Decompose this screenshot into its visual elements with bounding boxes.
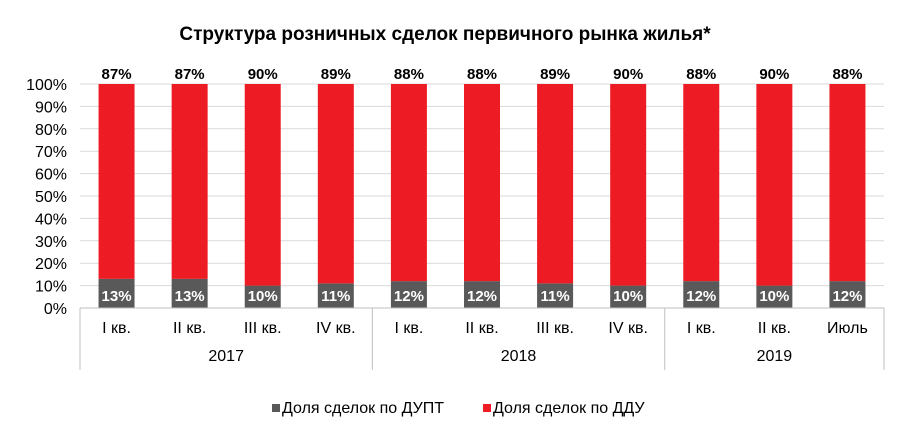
data-label-dupt: 12%	[467, 288, 497, 305]
data-label-ddu: 90%	[759, 66, 789, 83]
y-tick-label: 0%	[44, 301, 67, 318]
y-tick-label: 90%	[35, 99, 67, 116]
bar-dupt	[98, 278, 135, 308]
y-tick-label: 10%	[35, 279, 67, 296]
bar-dupt	[756, 285, 793, 308]
data-label-ddu: 90%	[613, 66, 643, 83]
bar-ddu	[317, 84, 354, 284]
x-group-label: 2017	[208, 348, 244, 365]
data-label-dupt: 12%	[394, 288, 424, 305]
bar-ddu	[390, 84, 427, 282]
x-group-label: 2018	[501, 348, 537, 365]
legend-item-dupt-swatch	[272, 404, 280, 412]
data-label-ddu: 87%	[102, 66, 132, 83]
y-axis: 0% 10% 20% 30% 40% 50% 60% 70% 80% 90% 100%	[26, 77, 67, 318]
bar-ddu	[829, 84, 866, 282]
y-tick-label: 70%	[35, 144, 67, 161]
data-label-ddu: 88%	[832, 66, 862, 83]
x-category-label: Июль	[827, 320, 868, 337]
y-tick-label: 60%	[35, 167, 67, 184]
x-category-label: IV кв.	[608, 320, 648, 337]
x-group-label: 2019	[757, 348, 793, 365]
data-label-dupt: 11%	[540, 288, 569, 305]
x-category-label: II кв.	[758, 320, 791, 337]
data-label-dupt: 10%	[759, 288, 789, 305]
x-category-label: III кв.	[536, 320, 574, 337]
y-tick-label: 80%	[35, 122, 67, 139]
legend-item-ddu-label: Доля сделок по ДДУ	[493, 400, 645, 417]
data-label-dupt: 12%	[832, 288, 862, 305]
data-label-dupt: 11%	[321, 288, 350, 305]
data-label-ddu: 88%	[467, 66, 497, 83]
y-tick-label: 20%	[35, 256, 67, 273]
data-label-ddu: 88%	[394, 66, 424, 83]
data-label-ddu: 89%	[321, 66, 351, 83]
x-category-label: I кв.	[102, 320, 131, 337]
y-tick-label: 40%	[35, 211, 67, 228]
x-category-label: IV кв.	[316, 320, 356, 337]
data-label-dupt: 13%	[102, 288, 132, 305]
bar-ddu	[244, 84, 281, 286]
data-label-dupt: 10%	[248, 288, 278, 305]
bar-dupt	[317, 283, 354, 308]
bar-ddu	[756, 84, 793, 286]
data-label-ddu: 87%	[175, 66, 205, 83]
data-label-dupt: 10%	[613, 288, 643, 305]
data-label-ddu: 90%	[248, 66, 278, 83]
data-label-dupt: 13%	[175, 288, 205, 305]
bar-dupt	[537, 283, 574, 308]
data-label-dupt: 12%	[686, 288, 716, 305]
bar-dupt	[683, 281, 720, 308]
legend-item-ddu-swatch	[483, 404, 491, 412]
legend: Доля сделок по ДУПТ Доля сделок по ДДУ	[272, 400, 645, 417]
bar-dupt	[390, 281, 427, 308]
y-tick-label: 50%	[35, 189, 67, 206]
bar-dupt	[610, 285, 647, 308]
data-label-ddu: 89%	[540, 66, 570, 83]
bar-ddu	[683, 84, 720, 282]
x-category-label: I кв.	[687, 320, 716, 337]
x-axis: I кв. II кв. III кв. IV кв. I кв. II кв. III к…	[79, 307, 885, 370]
bar-dupt	[464, 281, 500, 308]
bar-dupt	[829, 281, 866, 308]
bars: 13% 87% 13% 87% 10% 90% 11% 89% 12% 88% 12% 88% 11% 8…	[98, 66, 866, 308]
x-category-label: I кв.	[394, 320, 423, 337]
bar-ddu	[537, 84, 574, 284]
x-category-label: III кв.	[244, 320, 282, 337]
bar-dupt	[244, 285, 281, 308]
chart-title: Структура розничных сделок первичного ры…	[179, 24, 711, 45]
data-label-ddu: 88%	[686, 66, 716, 83]
legend-item-dupt-label: Доля сделок по ДУПТ	[282, 400, 444, 417]
y-tick-label: 100%	[26, 77, 67, 94]
x-category-label: II кв.	[465, 320, 498, 337]
bar-ddu	[98, 84, 135, 279]
bar-ddu	[464, 84, 500, 282]
x-category-label: II кв.	[173, 320, 206, 337]
bar-ddu	[610, 84, 647, 286]
bar-dupt	[171, 278, 208, 308]
y-tick-label: 30%	[35, 234, 67, 251]
bar-ddu	[171, 84, 208, 279]
